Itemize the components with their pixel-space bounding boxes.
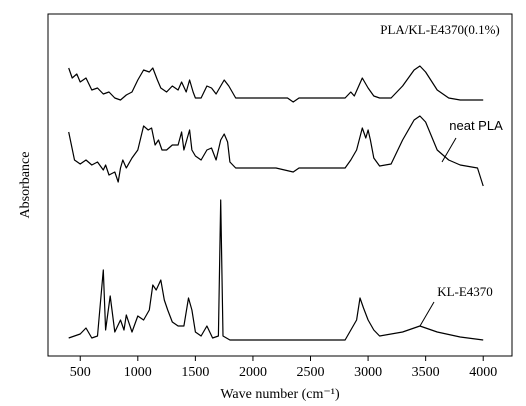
spectrum-line [68, 65, 484, 103]
leader-line [419, 301, 435, 327]
x-axis-label: Wave number (cm⁻¹) [220, 387, 340, 402]
x-tick-label: 500 [70, 365, 91, 380]
x-tick-label: 2000 [239, 365, 267, 380]
series-label: PLA/KL-E4370(0.1%) [380, 22, 500, 37]
spectrum-line [68, 199, 484, 341]
spectrum-line [68, 115, 484, 187]
x-tick-label: 1000 [124, 365, 152, 380]
x-tick-label: 2500 [297, 365, 325, 380]
x-tick-label: 4000 [469, 365, 497, 380]
y-axis-label: Absorbance [18, 152, 33, 219]
series-label: neat PLA [449, 118, 503, 133]
x-tick-label: 3000 [354, 365, 382, 380]
leader-line [441, 137, 457, 163]
plot-frame [47, 13, 513, 357]
x-tick-label: 3500 [412, 365, 440, 380]
x-tick-label: 1500 [181, 365, 209, 380]
series-label: KL-E4370 [437, 284, 493, 299]
